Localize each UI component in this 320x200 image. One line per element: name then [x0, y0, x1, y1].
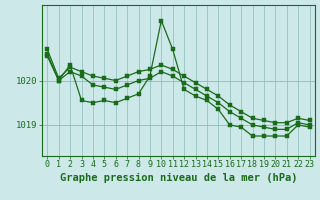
- X-axis label: Graphe pression niveau de la mer (hPa): Graphe pression niveau de la mer (hPa): [60, 173, 297, 183]
